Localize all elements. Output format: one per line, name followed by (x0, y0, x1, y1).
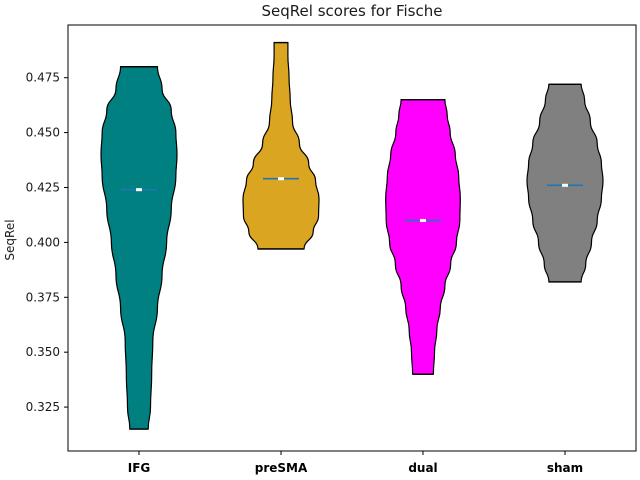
x-tick-label-ifg: IFG (128, 461, 151, 475)
y-tick-label-3: 0.400 (26, 235, 60, 249)
median-point-sham (562, 183, 568, 187)
y-tick-label-6: 0.475 (26, 71, 60, 85)
median-point-dual (420, 218, 426, 222)
violin-sham (526, 83, 604, 283)
y-tick-label-0: 0.325 (26, 400, 60, 414)
median-point-ifg (136, 188, 142, 192)
y-tick-label-2: 0.375 (26, 290, 60, 304)
median-point-presma (278, 177, 284, 181)
y-tick-label-4: 0.425 (26, 180, 60, 194)
violin-ifg (100, 66, 178, 430)
y-tick-label-5: 0.450 (26, 126, 60, 140)
y-axis-label: SeqRel (3, 219, 17, 260)
axes-frame (67, 24, 637, 452)
x-axis: IFG preSMA dual sham (128, 451, 583, 475)
x-tick-label-dual: dual (408, 461, 437, 475)
violins-layer (100, 41, 604, 430)
chart-title: SeqRel scores for Fische (262, 2, 443, 20)
x-tick-label-presma: preSMA (255, 461, 308, 475)
y-tick-label-1: 0.350 (26, 345, 60, 359)
violin-dual (385, 99, 461, 375)
violin-presma (242, 41, 320, 250)
y-axis: 0.325 0.350 0.375 0.400 0.425 0.450 0.475 (26, 71, 68, 414)
x-tick-label-sham: sham (547, 461, 583, 475)
